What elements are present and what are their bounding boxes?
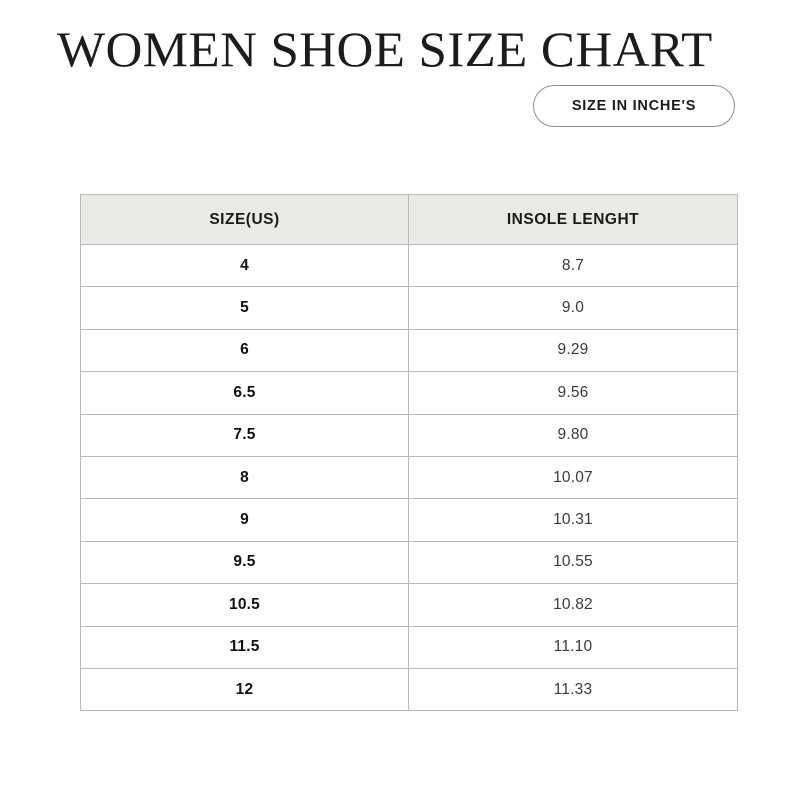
cell-size-us: 6.5 bbox=[80, 371, 409, 415]
table-row: 6 9.29 bbox=[80, 328, 738, 373]
cell-insole-length: 10.31 bbox=[408, 498, 738, 542]
table-row: 10.5 10.82 bbox=[80, 583, 738, 627]
cell-insole-length: 8.7 bbox=[408, 243, 738, 288]
table-row: 9.5 10.55 bbox=[80, 540, 738, 585]
cell-size-us: 8 bbox=[80, 455, 409, 500]
cell-size-us: 10.5 bbox=[80, 583, 409, 627]
cell-size-us: 12 bbox=[80, 667, 409, 712]
table-row: 4 8.7 bbox=[80, 243, 738, 288]
cell-size-us: 4 bbox=[80, 243, 409, 288]
size-chart-table: SIZE(US) INSOLE LENGHT 4 8.7 5 9.0 6 9.2… bbox=[80, 194, 738, 712]
cell-size-us: 11.5 bbox=[80, 625, 409, 669]
column-header-insole-length: INSOLE LENGHT bbox=[408, 194, 738, 245]
table-row: 7.5 9.80 bbox=[80, 413, 738, 457]
cell-insole-length: 9.0 bbox=[408, 286, 738, 330]
table-row: 9 10.31 bbox=[80, 498, 738, 542]
cell-insole-length: 10.07 bbox=[408, 455, 738, 500]
cell-size-us: 9.5 bbox=[80, 540, 409, 585]
cell-insole-length: 9.80 bbox=[408, 413, 738, 457]
table-row: 5 9.0 bbox=[80, 286, 738, 330]
cell-insole-length: 11.33 bbox=[408, 667, 738, 712]
cell-size-us: 9 bbox=[80, 498, 409, 542]
cell-insole-length: 10.55 bbox=[408, 540, 738, 585]
table-row: 8 10.07 bbox=[80, 455, 738, 500]
table-row: 6.5 9.56 bbox=[80, 371, 738, 415]
page-title: WOMEN SHOE SIZE CHART bbox=[57, 21, 713, 77]
cell-size-us: 7.5 bbox=[80, 413, 409, 457]
size-unit-badge-label: SIZE IN INCHE'S bbox=[571, 98, 697, 114]
table-body: 4 8.7 5 9.0 6 9.29 6.5 9.56 7.5 9.80 8 1… bbox=[80, 243, 738, 712]
cell-size-us: 6 bbox=[80, 328, 409, 373]
size-unit-badge: SIZE IN INCHE'S bbox=[533, 85, 735, 127]
size-chart-table-container: SIZE(US) INSOLE LENGHT 4 8.7 5 9.0 6 9.2… bbox=[80, 194, 738, 712]
cell-size-us: 5 bbox=[80, 286, 409, 330]
table-row: 11.5 11.10 bbox=[80, 625, 738, 669]
cell-insole-length: 9.56 bbox=[408, 371, 738, 415]
cell-insole-length: 11.10 bbox=[408, 625, 738, 669]
column-header-size-us: SIZE(US) bbox=[80, 194, 409, 245]
table-header-row: SIZE(US) INSOLE LENGHT bbox=[80, 194, 738, 245]
cell-insole-length: 10.82 bbox=[408, 583, 738, 627]
table-row: 12 11.33 bbox=[80, 667, 738, 712]
cell-insole-length: 9.29 bbox=[408, 328, 738, 373]
